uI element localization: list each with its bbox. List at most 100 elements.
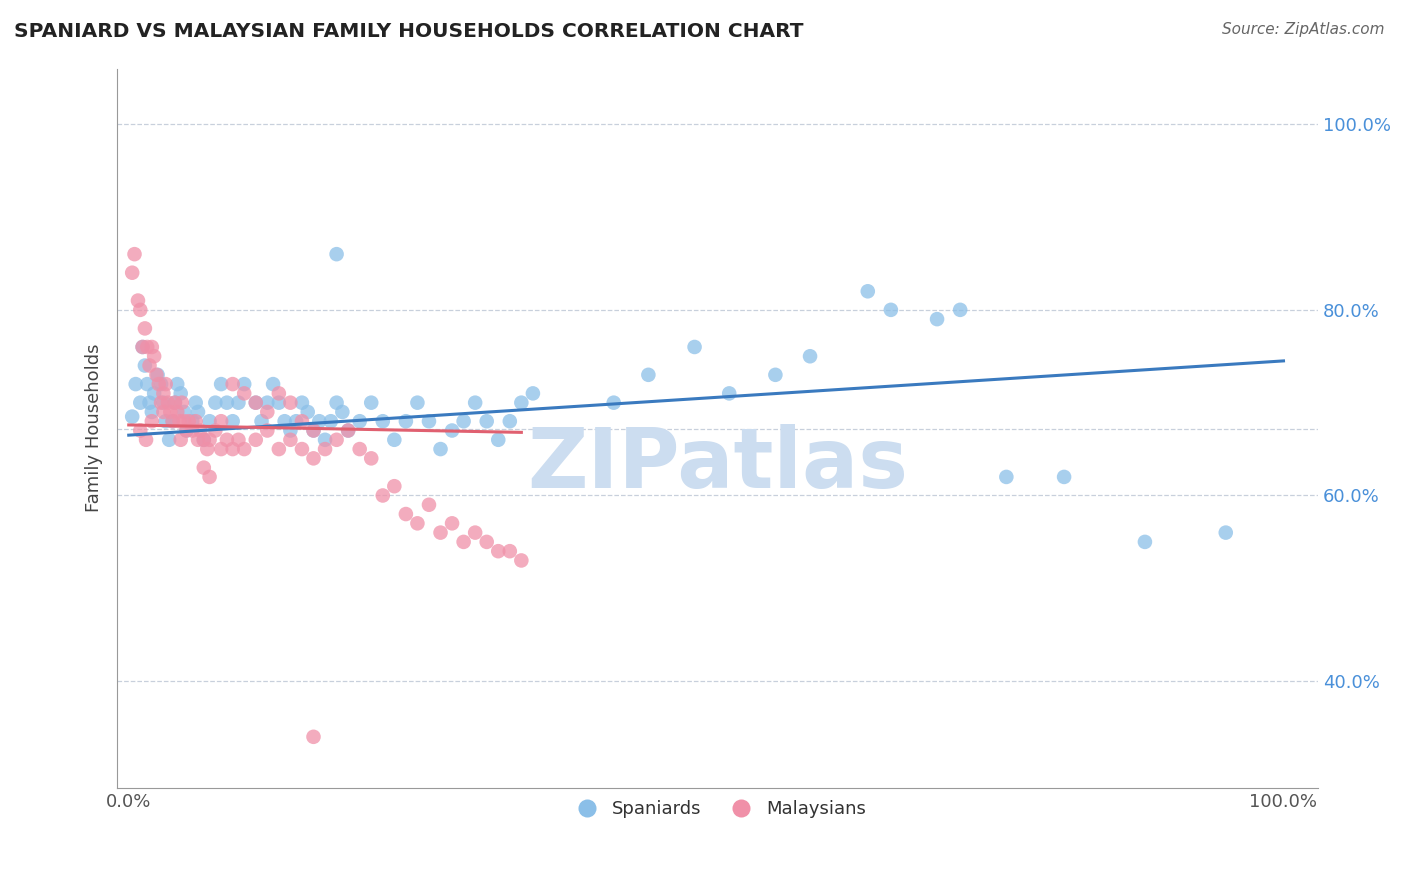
Point (145, 368, 167, 382)
Point (141, 405, 163, 419)
Point (150, 395, 173, 409)
Point (209, 414, 232, 428)
Point (233, 442, 256, 456)
Point (163, 395, 186, 409)
Point (138, 359, 160, 373)
Point (157, 433, 180, 447)
Point (406, 395, 429, 409)
Point (718, 386, 741, 401)
Point (256, 424, 278, 438)
Point (124, 377, 146, 392)
Point (148, 377, 170, 392)
Point (221, 414, 243, 428)
Point (510, 553, 533, 567)
Point (280, 395, 302, 409)
Point (325, 433, 347, 447)
Point (188, 424, 211, 438)
Point (228, 433, 250, 447)
Point (464, 525, 486, 540)
Point (475, 414, 498, 428)
Point (162, 414, 184, 428)
Point (267, 395, 290, 409)
Point (291, 442, 314, 456)
Text: SPANIARD VS MALAYSIAN FAMILY HOUSEHOLDS CORRELATION CHART: SPANIARD VS MALAYSIAN FAMILY HOUSEHOLDS … (14, 22, 804, 41)
Point (173, 405, 195, 419)
Point (152, 405, 174, 419)
Point (510, 395, 533, 409)
Point (349, 414, 371, 428)
Point (256, 405, 278, 419)
Point (486, 433, 509, 447)
Point (302, 451, 325, 466)
Point (925, 312, 948, 326)
Point (337, 424, 360, 438)
Point (429, 525, 451, 540)
Point (395, 507, 418, 521)
Point (198, 470, 221, 484)
Point (291, 395, 314, 409)
Point (418, 498, 440, 512)
Point (245, 395, 267, 409)
Point (245, 395, 267, 409)
Point (166, 377, 188, 392)
Point (215, 433, 238, 447)
Point (141, 414, 163, 428)
Point (163, 395, 186, 409)
Point (170, 386, 193, 401)
Point (302, 424, 325, 438)
Point (181, 414, 204, 428)
Point (152, 386, 174, 401)
Point (135, 433, 157, 447)
Point (371, 414, 394, 428)
Point (763, 368, 786, 382)
Point (177, 414, 200, 428)
Point (124, 247, 146, 261)
Point (371, 488, 394, 502)
Point (155, 377, 177, 392)
Point (228, 395, 250, 409)
Point (209, 377, 232, 392)
Point (453, 535, 475, 549)
Point (880, 302, 903, 317)
Point (280, 424, 302, 438)
Point (1053, 470, 1076, 484)
Point (162, 414, 184, 428)
Point (198, 433, 221, 447)
Point (166, 405, 188, 419)
Point (233, 377, 256, 392)
Point (522, 386, 544, 401)
Point (176, 424, 198, 438)
Point (308, 414, 330, 428)
Point (129, 302, 152, 317)
Point (187, 433, 209, 447)
Point (141, 340, 163, 354)
Point (499, 414, 522, 428)
Point (314, 433, 336, 447)
Point (297, 405, 319, 419)
Point (603, 395, 626, 409)
Point (1133, 535, 1156, 549)
Point (176, 424, 198, 438)
Point (337, 424, 360, 438)
Point (221, 442, 243, 456)
Point (245, 433, 267, 447)
Y-axis label: Family Households: Family Households (86, 344, 103, 512)
Point (267, 442, 290, 456)
Point (155, 414, 177, 428)
Point (138, 395, 160, 409)
Point (486, 544, 509, 558)
Point (499, 544, 522, 558)
Point (121, 266, 143, 280)
Point (382, 433, 405, 447)
Point (1215, 525, 1237, 540)
Point (195, 442, 218, 456)
Point (159, 405, 181, 419)
Point (475, 535, 498, 549)
Point (262, 377, 284, 392)
Point (152, 395, 174, 409)
Point (418, 414, 440, 428)
Point (187, 405, 209, 419)
Point (302, 424, 325, 438)
Point (121, 409, 143, 424)
Point (319, 414, 342, 428)
